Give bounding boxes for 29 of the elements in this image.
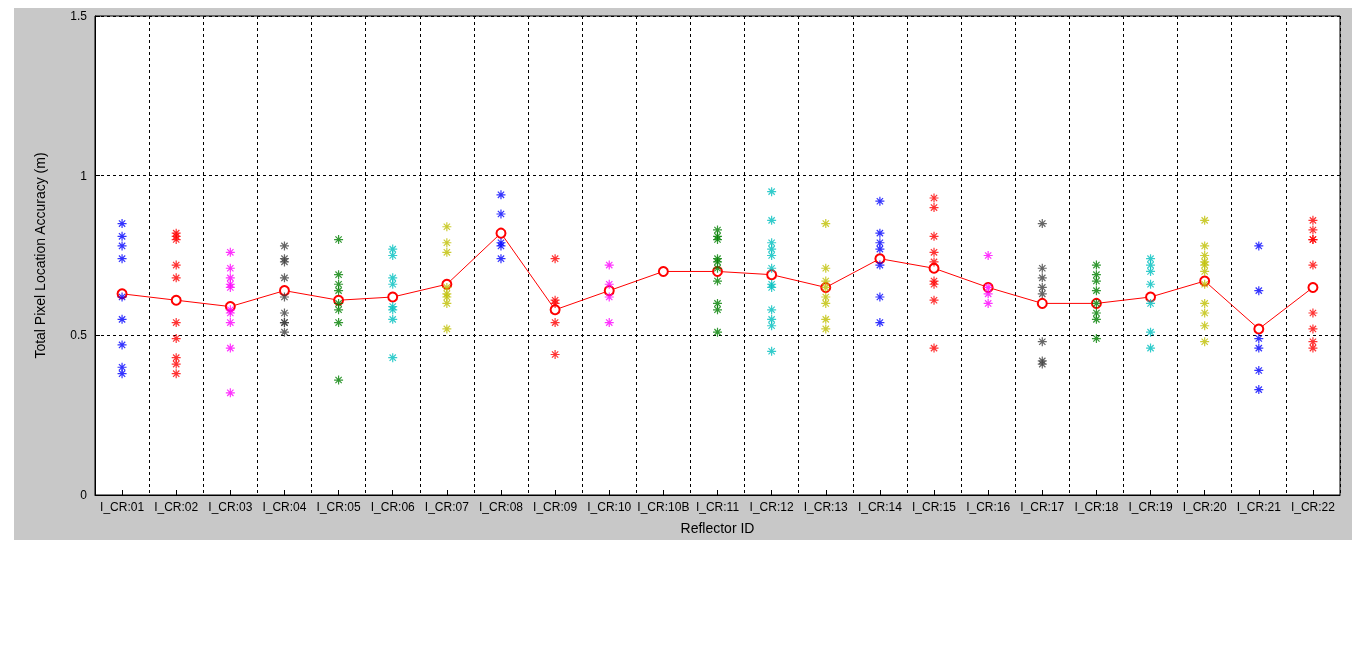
x-tick-label: I_CR:21 (1236, 500, 1282, 514)
x-tick-label: I_CR:18 (1074, 500, 1119, 514)
x-tick-label: I_CR:05 (316, 500, 361, 514)
x-tick-label: I_CR:07 (424, 500, 470, 514)
x-tick-label: I_CR:04 (262, 500, 307, 514)
y-tick-label: 1 (80, 168, 88, 183)
y-tick-label: 1.5 (70, 9, 88, 23)
x-tick-label: I_CR:03 (208, 500, 253, 514)
x-tick-label: I_CR:06 (370, 500, 416, 514)
x-tick-label: I_CR:09 (533, 500, 578, 514)
x-tick-label: I_CR:15 (912, 500, 957, 514)
x-axis-title: Reflector ID (680, 520, 755, 536)
x-tick-label: I_CR:14 (857, 500, 903, 514)
x-tick-label: I_CR:02 (154, 500, 199, 514)
x-tick-label: I_CR:10B (637, 500, 690, 514)
y-tick-label: 0.5 (70, 328, 88, 343)
x-tick-label: I_CR:13 (803, 500, 849, 514)
x-tick-label: I_CR:16 (966, 500, 1011, 514)
y-axis-title: Total Pixel Location Accuracy (m) (32, 152, 48, 359)
x-tick-label: I_CR:22 (1290, 500, 1336, 514)
x-tick-label: I_CR:10 (587, 500, 632, 514)
x-tick-label: I_CR:17 (1020, 500, 1065, 514)
y-tick-label: 0 (80, 488, 88, 502)
x-tick-label: I_CR:19 (1128, 500, 1173, 514)
x-tick-label: I_CR:01 (100, 500, 145, 514)
x-tick-label: I_CR:20 (1182, 500, 1228, 514)
x-tick-label: I_CR:08 (478, 500, 524, 514)
x-tick-label: I_CR:12 (749, 500, 794, 514)
x-tick-label: I_CR:11 (695, 500, 740, 514)
